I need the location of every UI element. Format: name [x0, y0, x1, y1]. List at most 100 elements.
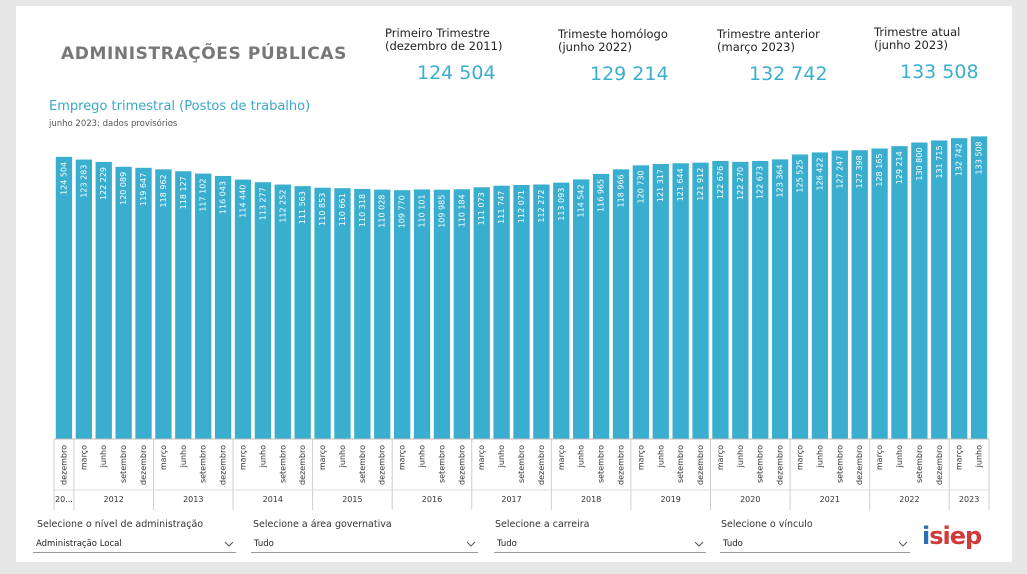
x-tick-label: junho — [656, 445, 665, 468]
bar — [493, 185, 510, 439]
year-label: 2014 — [263, 495, 283, 504]
x-tick-label: dezembro — [935, 445, 944, 485]
x-tick-label: setembro — [597, 445, 606, 483]
bar-value-label: 122 229 — [99, 167, 108, 200]
year-label: 2015 — [342, 495, 362, 504]
bar — [752, 160, 769, 439]
filter-admin-level-select[interactable]: Administração Local — [33, 536, 236, 553]
bar — [175, 171, 192, 439]
bar — [234, 179, 252, 439]
bar-value-label: 126 422 — [815, 157, 824, 190]
bar-value-label: 122 676 — [716, 166, 725, 199]
bar-value-label: 113 277 — [258, 187, 267, 220]
x-tick-label: setembro — [199, 445, 208, 483]
x-tick-label: março — [955, 445, 964, 470]
bar-value-label: 118 127 — [179, 176, 188, 209]
bar — [553, 182, 570, 439]
bar-value-label: 110 318 — [358, 194, 367, 227]
filter-area-select[interactable]: Tudo — [251, 536, 478, 553]
page-title: ADMINISTRAÇÕES PÚBLICAS — [61, 44, 347, 64]
year-label: 2017 — [501, 495, 521, 504]
chevron-down-icon — [466, 541, 476, 547]
bar — [354, 188, 371, 439]
bar — [533, 184, 550, 439]
bar — [254, 182, 272, 439]
bar-value-label: 122 270 — [736, 167, 745, 200]
chevron-down-icon — [694, 541, 704, 547]
x-tick-label: março — [636, 445, 645, 470]
bar-value-label: 110 661 — [338, 193, 347, 226]
filter-career-select[interactable]: Tudo — [494, 536, 706, 553]
x-tick-label: dezembro — [219, 445, 228, 485]
bar-value-label: 129 214 — [895, 151, 904, 184]
year-label: 2013 — [183, 495, 203, 504]
x-tick-label: dezembro — [139, 445, 148, 485]
chart-title: Emprego trimestral (Postos de trabalho) — [49, 99, 311, 114]
bar-value-label: 121 317 — [656, 169, 665, 202]
year-label: 2022 — [899, 495, 919, 504]
year-label: 20... — [55, 495, 73, 504]
x-tick-label: março — [477, 445, 486, 470]
bar — [374, 189, 391, 439]
x-tick-label: junho — [895, 445, 904, 468]
filter-admin-level-label: Selecione o nível de administração — [37, 519, 204, 530]
x-tick-label: junho — [736, 445, 745, 468]
kpi-previous-quarter-label: Trimestre anterior (março 2023) — [717, 27, 820, 54]
bar-value-label: 109 985 — [437, 195, 446, 228]
kpi-homologous-quarter-label: Trimeste homólogo (junho 2022) — [558, 27, 668, 54]
year-label: 2012 — [104, 495, 124, 504]
bar-value-label: 113 093 — [557, 188, 566, 221]
bar-value-label: 111 563 — [298, 191, 307, 224]
bar-value-label: 116 965 — [597, 179, 606, 212]
x-tick-label: dezembro — [298, 445, 307, 485]
chevron-down-icon — [224, 541, 234, 547]
x-tick-label: setembro — [278, 445, 287, 483]
x-tick-label: setembro — [437, 445, 446, 483]
bar — [811, 152, 829, 439]
bar-value-label: 114 542 — [577, 184, 586, 217]
bar — [195, 173, 212, 440]
bar-value-label: 121 644 — [676, 168, 685, 201]
bar — [970, 136, 988, 439]
bar-value-label: 110 184 — [457, 194, 466, 227]
bar — [831, 150, 848, 439]
x-tick-label: março — [875, 445, 884, 470]
x-tick-label: setembro — [835, 445, 844, 483]
bar-value-label: 127 247 — [835, 156, 844, 189]
kpi-current-quarter-label: Trimestre atual (junho 2023) — [874, 25, 961, 52]
filter-admin-level-value: Administração Local — [36, 539, 122, 549]
bar-value-label: 120 730 — [636, 170, 645, 203]
siep-logo: isiep — [922, 522, 982, 550]
bar-value-label: 133 508 — [975, 141, 984, 174]
bar — [612, 169, 630, 439]
x-tick-label: junho — [975, 445, 984, 468]
bar — [771, 159, 789, 439]
bar-value-label: 123 364 — [776, 164, 785, 197]
kpi-previous-quarter-value: 132 742 — [749, 63, 828, 85]
bar-value-label: 116 043 — [219, 181, 228, 214]
bar — [135, 167, 152, 439]
bar — [413, 189, 431, 439]
x-tick-label: dezembro — [457, 445, 466, 485]
bar — [732, 161, 749, 439]
year-label: 2021 — [820, 495, 840, 504]
bar-value-label: 123 283 — [79, 165, 88, 198]
bar — [951, 138, 968, 439]
bar — [592, 173, 610, 439]
bar — [791, 154, 809, 439]
bar-value-label: 110 101 — [418, 194, 427, 227]
bar — [712, 160, 729, 440]
bar — [55, 156, 73, 439]
bar-value-label: 111 747 — [497, 191, 506, 224]
bar-value-label: 122 673 — [756, 166, 765, 199]
x-tick-label: setembro — [358, 445, 367, 483]
kpi-first-quarter-value: 124 504 — [417, 62, 496, 84]
bar — [931, 140, 948, 440]
x-tick-label: março — [79, 445, 88, 470]
bar — [75, 159, 92, 439]
bar-value-label: 109 770 — [398, 195, 407, 228]
kpi-current-quarter-value: 133 508 — [900, 61, 979, 83]
bar-value-label: 119 647 — [139, 173, 148, 206]
filter-bond-select[interactable]: Tudo — [720, 536, 910, 553]
